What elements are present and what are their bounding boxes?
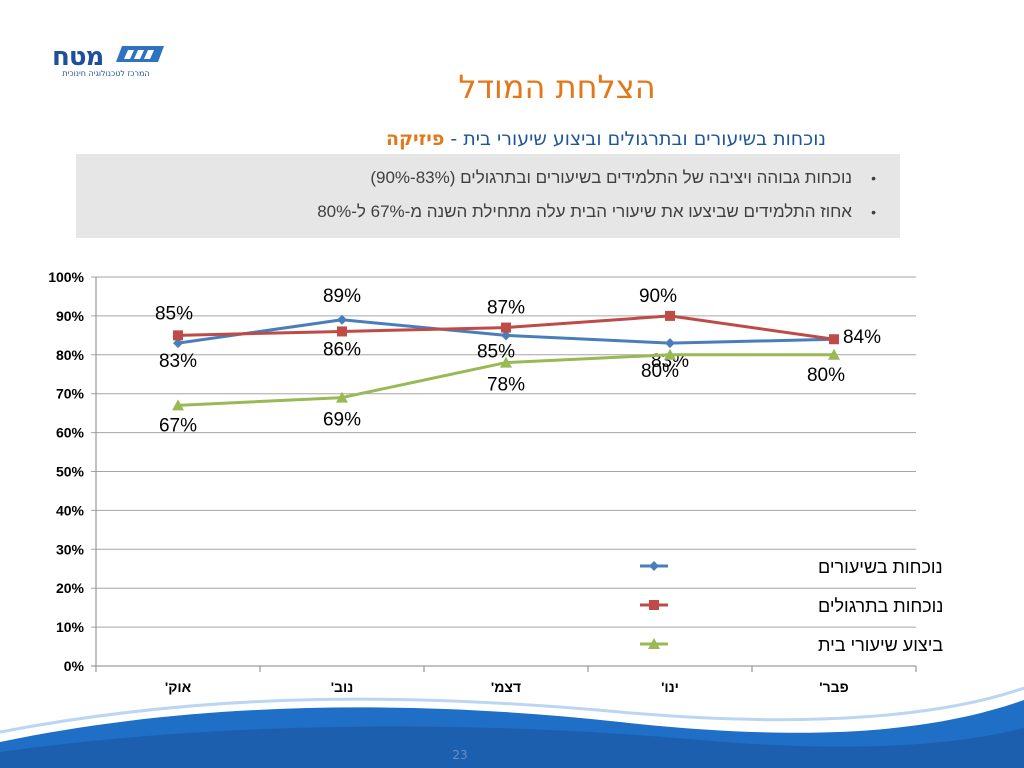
- page-subtitle: נוכחות בשיעורים ובתרגולים וביצוע שיעורי …: [386, 128, 826, 150]
- data-label: 80%: [807, 365, 845, 386]
- x-tick-label: ינו': [661, 679, 679, 695]
- bullet-dot-icon: •: [871, 170, 876, 186]
- series-point: [664, 348, 676, 360]
- series-point: [649, 561, 659, 571]
- y-tick-label: 60%: [56, 425, 85, 441]
- series-point: [337, 314, 347, 325]
- data-label: 67%: [159, 415, 197, 436]
- series-point: [501, 322, 511, 333]
- bullet-dot-icon: •: [871, 204, 876, 220]
- series-point: [501, 330, 511, 341]
- logo-wordmark: מטח: [52, 42, 104, 72]
- series-point: [829, 334, 839, 345]
- bullet-text: נוכחות גבוהה ויציבה של התלמידים בשיעורים…: [370, 168, 852, 187]
- data-label: 69%: [323, 410, 361, 431]
- y-tick-label: 20%: [56, 580, 85, 596]
- bullet-item: • אחוז התלמידים שביצעו את שיעורי הבית על…: [96, 202, 876, 222]
- data-label: 85%: [155, 303, 193, 324]
- series-point: [500, 356, 512, 368]
- series-point: [828, 348, 840, 360]
- data-label: 87%: [487, 298, 525, 319]
- x-tick-label: אוק': [165, 679, 192, 695]
- subtitle-main: נוכחות בשיעורים ובתרגולים וביצוע שיעורי …: [444, 128, 826, 150]
- series-point: [665, 310, 675, 321]
- bullet-box: • נוכחות גבוהה ויציבה של התלמידים בשיעור…: [76, 154, 900, 238]
- legend-label: ביצוע שיעורי בית: [818, 635, 943, 655]
- legend-label: נוכחות בשיעורים: [818, 557, 943, 577]
- data-label: 84%: [843, 327, 881, 348]
- series-point: [172, 399, 184, 411]
- series-point: [337, 326, 347, 337]
- series-point: [649, 600, 659, 610]
- y-tick-label: 90%: [56, 308, 85, 324]
- data-label: 85%: [477, 341, 515, 362]
- page-title: הצלחת המודל: [458, 68, 656, 106]
- page-number: 23: [452, 748, 468, 762]
- data-label: 90%: [639, 286, 677, 307]
- data-label: 89%: [323, 286, 361, 307]
- y-tick-label: 0%: [64, 658, 85, 674]
- data-label: 86%: [323, 339, 361, 360]
- bullet-text: אחוז התלמידים שביצעו את שיעורי הבית עלה …: [317, 202, 852, 221]
- series-point: [336, 391, 348, 403]
- y-tick-label: 80%: [56, 347, 85, 363]
- y-tick-label: 100%: [48, 269, 84, 285]
- x-tick-label: דצמ': [491, 679, 521, 695]
- logo-subtitle: המרכז לטכנולוגיה חינוכית: [62, 69, 150, 78]
- data-label: 83%: [159, 351, 197, 372]
- x-tick-label: נוב': [331, 679, 354, 695]
- logo-icon: [116, 46, 164, 62]
- series-point: [173, 330, 183, 341]
- series-point: [665, 338, 675, 349]
- series-point: [173, 338, 183, 349]
- y-tick-label: 40%: [56, 502, 85, 518]
- data-label: 80%: [641, 361, 679, 382]
- y-tick-label: 30%: [56, 541, 85, 557]
- y-tick-label: 70%: [56, 386, 85, 402]
- subtitle-accent: פיזיקה: [386, 128, 445, 150]
- bullet-item: • נוכחות גבוהה ויציבה של התלמידים בשיעור…: [96, 168, 876, 188]
- series-point: [648, 638, 660, 649]
- y-tick-label: 50%: [56, 464, 85, 480]
- legend-label: נוכחות בתרגולים: [818, 596, 943, 616]
- x-tick-label: פבר': [819, 679, 848, 695]
- data-label: 78%: [487, 375, 525, 396]
- y-tick-label: 10%: [56, 619, 85, 635]
